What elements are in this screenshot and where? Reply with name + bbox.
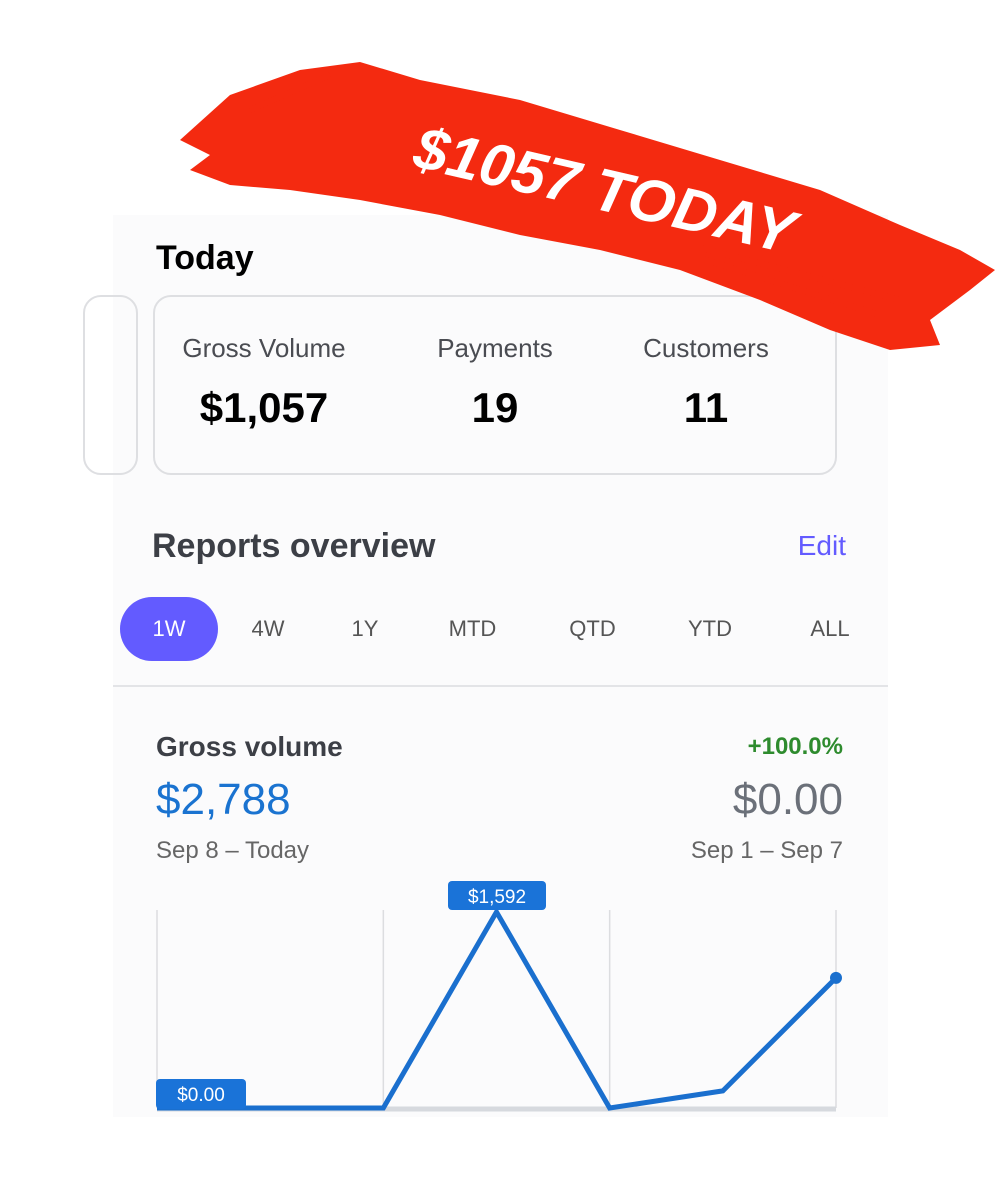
gross-volume-value: $2,788 <box>156 775 291 824</box>
tab-mtd[interactable]: MTD <box>448 616 497 641</box>
tab-4w[interactable]: 4W <box>251 616 285 641</box>
period-tabs: 1W 4W 1Y MTD QTD YTD ALL <box>120 597 880 661</box>
tab-all[interactable]: ALL <box>810 616 850 641</box>
stat-gross-volume: Gross Volume $1,057 <box>154 333 374 432</box>
stat-value: $1,057 <box>199 384 329 431</box>
tab-1y[interactable]: 1Y <box>351 616 379 641</box>
start-label: $0.00 <box>156 1079 246 1109</box>
previous-value: $0.00 <box>732 775 843 824</box>
divider <box>113 685 888 687</box>
stat-value: 19 <box>471 384 519 431</box>
previous-card[interactable] <box>83 295 138 475</box>
stat-payments: Payments 19 <box>385 333 605 432</box>
start-label-text: $0.00 <box>177 1085 225 1106</box>
stat-label: Customers <box>643 333 769 363</box>
stat-customers: Customers 11 <box>596 333 816 432</box>
max-label-text: $1,592 <box>468 887 526 908</box>
gross-volume-label: Gross volume <box>156 731 343 762</box>
today-stats-card[interactable]: Gross Volume $1,057 Payments 19 Customers 1… <box>153 295 837 475</box>
reports-title: Reports overview <box>152 527 436 565</box>
tab-1w[interactable]: 1W <box>120 597 218 661</box>
change-percent: +100.0% <box>747 733 843 760</box>
max-label: $1,592 <box>448 881 546 910</box>
previous-range: Sep 1 – Sep 7 <box>690 837 843 864</box>
gross-volume-range: Sep 8 – Today <box>156 837 310 864</box>
edit-button[interactable]: Edit <box>797 530 846 561</box>
series-line <box>157 907 838 1111</box>
stat-label: Payments <box>437 333 553 363</box>
today-title: Today <box>156 239 254 277</box>
dashboard-screen: Today Gross Volume $1,057 Payments 19 Cust… <box>83 215 888 1117</box>
stat-value: 11 <box>683 384 729 431</box>
stat-label: Gross Volume <box>182 333 346 363</box>
red-brush-stroke <box>180 62 995 350</box>
last-point <box>830 971 842 984</box>
tab-qtd[interactable]: QTD <box>569 616 616 641</box>
banner: $1057 TODAY <box>180 62 995 350</box>
tab-ytd[interactable]: YTD <box>688 616 732 641</box>
